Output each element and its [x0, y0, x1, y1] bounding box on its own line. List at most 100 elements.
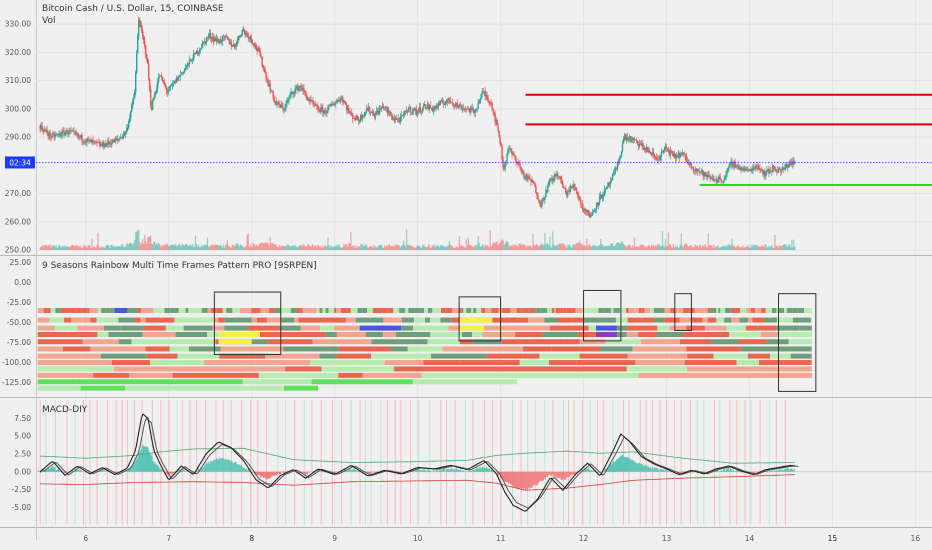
candle-body	[255, 44, 257, 49]
candle-body	[733, 161, 735, 167]
candle-body	[482, 91, 484, 93]
candle-body	[712, 177, 714, 181]
macd-histogram-bar	[136, 458, 138, 472]
rainbow-segment	[356, 360, 385, 366]
candle-body	[668, 151, 671, 156]
macd-histogram-bar	[481, 468, 483, 472]
volume-bar	[389, 246, 392, 250]
rainbow-segment	[393, 366, 451, 372]
candle-body	[719, 177, 721, 179]
volume-bar	[113, 245, 115, 250]
rainbow-segment	[371, 339, 390, 345]
rainbow-segment	[93, 372, 130, 378]
rainbow-segment	[448, 325, 463, 331]
macd-histogram-bar	[703, 471, 705, 473]
rainbow-segment	[336, 353, 372, 359]
macd-histogram-bar	[235, 461, 237, 472]
rainbow-segment	[226, 307, 233, 313]
macd-histogram-bar	[134, 461, 136, 472]
volume-bar	[291, 245, 293, 250]
rainbow-segment	[510, 307, 517, 313]
volume-bar	[138, 229, 140, 250]
macd-histogram-bar	[127, 469, 129, 472]
volume-bar	[615, 242, 618, 250]
candle-body	[541, 200, 543, 207]
macd-histogram-bar	[131, 466, 133, 472]
macd-histogram-bar	[260, 471, 263, 477]
volume-bar	[592, 245, 594, 250]
macd-histogram-bar	[588, 468, 590, 472]
candle-body	[271, 90, 273, 92]
volume-bar	[523, 244, 525, 250]
macd-histogram-bar	[263, 471, 266, 478]
macd-histogram-bar	[339, 471, 341, 473]
macd-histogram-bar	[477, 468, 479, 472]
volume-bar	[494, 243, 496, 250]
macd-histogram-bar	[670, 471, 672, 473]
macd-histogram-bar	[405, 470, 407, 472]
candle-body	[478, 102, 480, 104]
macd-histogram-bar	[369, 471, 371, 475]
rainbow-segment	[50, 307, 56, 313]
candle-body	[304, 91, 306, 93]
macd-indicator-title: MACD-DIY	[42, 405, 88, 415]
macd-histogram-bar	[278, 471, 281, 475]
rainbow-segment	[522, 307, 525, 313]
candle-body	[508, 148, 510, 150]
rainbow-segment	[575, 307, 578, 313]
volume-bar	[692, 247, 694, 250]
volume-bar	[547, 243, 549, 250]
candle-body	[689, 162, 691, 164]
candle-body	[461, 108, 463, 110]
volume-bar	[584, 245, 586, 250]
volume-bar	[233, 246, 235, 250]
candle-body	[751, 170, 753, 172]
volume-bar	[215, 244, 218, 250]
volume-bar	[311, 245, 313, 250]
candle-body	[663, 148, 666, 151]
macd-histogram-bar	[551, 471, 553, 475]
candle-body	[353, 117, 355, 119]
macd-histogram-bar	[644, 464, 646, 472]
candle-body	[171, 83, 174, 86]
rainbow-segment	[679, 317, 691, 323]
candle-body	[61, 130, 63, 136]
candle-body	[222, 36, 225, 37]
rainbow-segment	[497, 317, 506, 323]
rainbow-segment	[201, 325, 213, 331]
candle-body	[779, 168, 781, 170]
candle-body	[268, 83, 270, 86]
candle-body	[525, 174, 527, 177]
rainbow-segment	[313, 307, 317, 313]
macd-histogram-bar	[665, 469, 667, 472]
volume-bar	[288, 245, 290, 250]
volume-bar	[62, 246, 64, 250]
volume-bar	[262, 243, 264, 250]
volume-bar	[501, 239, 503, 250]
volume-bar	[544, 232, 546, 250]
rainbow-segment	[440, 332, 463, 338]
volume-bar	[191, 244, 194, 250]
candle-body	[641, 143, 644, 148]
volume-bar	[689, 245, 691, 250]
volume-bar	[361, 244, 363, 250]
volume-bar	[268, 246, 270, 250]
rainbow-segment	[459, 339, 473, 345]
candle-body	[569, 189, 571, 193]
macd-histogram-bar	[445, 470, 447, 472]
rainbow-segment	[341, 307, 347, 313]
candle-body	[651, 152, 654, 156]
volume-bar	[755, 244, 757, 250]
rainbow-segment	[579, 339, 606, 345]
candle-body	[684, 154, 686, 157]
candle-body	[75, 132, 77, 135]
price-pane: 330.00320.00310.00300.00290.00270.00260.…	[5, 16, 932, 255]
candle-body	[50, 137, 52, 139]
candle-body	[739, 167, 741, 170]
volume-bar	[562, 243, 564, 250]
rainbow-segment	[372, 307, 378, 313]
volume-bar	[83, 244, 85, 250]
candle-body	[378, 108, 381, 114]
rainbow-segment	[367, 307, 371, 313]
